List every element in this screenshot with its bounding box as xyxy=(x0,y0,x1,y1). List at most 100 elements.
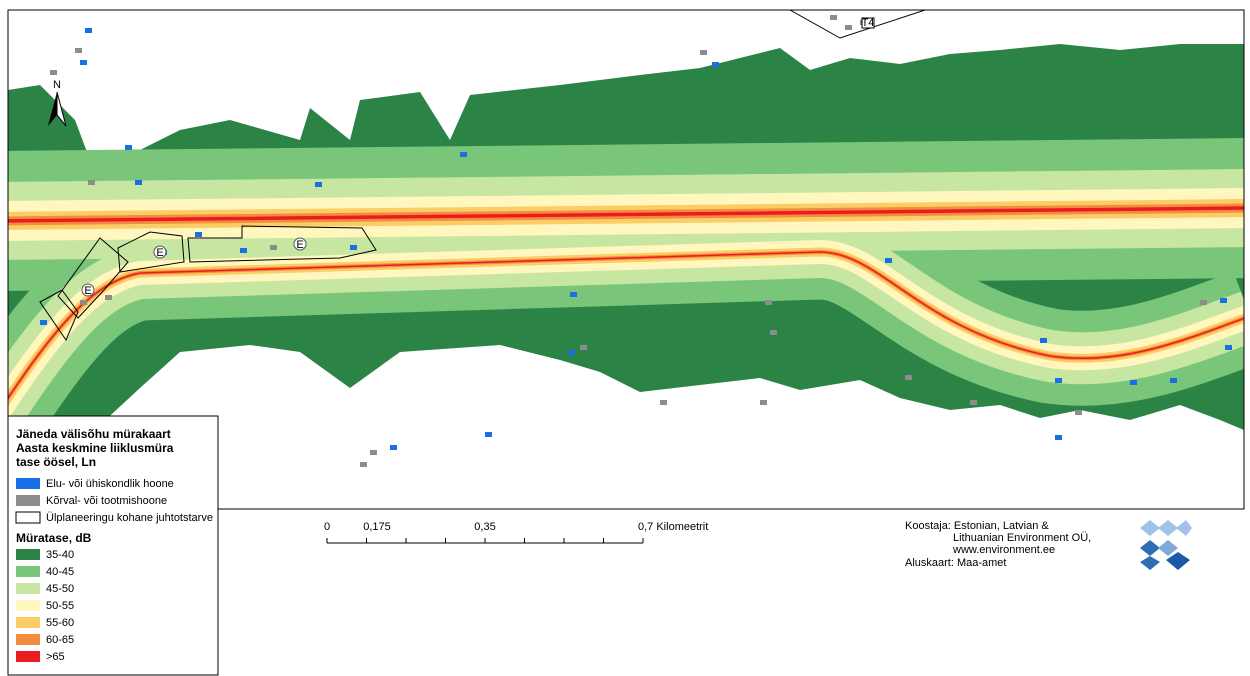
building xyxy=(80,300,87,305)
north-label: N xyxy=(53,79,61,91)
building xyxy=(80,60,87,65)
building xyxy=(660,400,667,405)
building xyxy=(905,375,912,380)
building xyxy=(568,350,575,355)
legend-swatch xyxy=(16,634,40,645)
planning-zone xyxy=(117,231,185,273)
legend-label: 55-60 xyxy=(46,617,74,629)
legend-swatch xyxy=(16,583,40,594)
credit: Koostaja: Estonian, Latvian & xyxy=(905,520,1049,532)
logo xyxy=(1140,556,1160,570)
map-frame xyxy=(7,9,1245,510)
building xyxy=(460,152,467,157)
building xyxy=(50,70,57,75)
building xyxy=(485,432,492,437)
building xyxy=(580,345,587,350)
logo xyxy=(1140,520,1160,536)
road-label: T4 xyxy=(862,17,875,29)
building xyxy=(105,295,112,300)
building xyxy=(1055,435,1062,440)
legend-title: Jäneda välisõhu mürakaart xyxy=(16,427,171,441)
credit: Lithuanian Environment OÜ, xyxy=(953,532,1091,544)
legend-label: 45-50 xyxy=(46,583,74,595)
building xyxy=(360,462,367,467)
building xyxy=(830,15,837,20)
scale-label: 0 xyxy=(324,521,330,533)
building xyxy=(1200,300,1207,305)
zone-label: E xyxy=(296,239,303,251)
building xyxy=(1040,338,1047,343)
planning-zone xyxy=(187,225,377,263)
legend-label: Ülplaneeringu kohane juhtotstarve xyxy=(46,512,213,524)
legend-swatch xyxy=(16,495,40,506)
legend-subtitle: Müratase, dB xyxy=(16,531,92,545)
legend-label: >65 xyxy=(46,651,65,663)
building xyxy=(1225,345,1232,350)
legend-label: 60-65 xyxy=(46,634,74,646)
logo xyxy=(1166,552,1190,570)
planning-zone xyxy=(39,289,79,342)
zone-marker xyxy=(81,283,95,297)
building xyxy=(1170,378,1177,383)
building xyxy=(1130,380,1137,385)
legend-title: Aasta keskmine liiklusmüra xyxy=(16,441,174,455)
building xyxy=(350,245,357,250)
planning-zone xyxy=(789,10,926,39)
zone-label: E xyxy=(84,285,91,297)
legend-label: 40-45 xyxy=(46,566,74,578)
scale-label: 0,7 Kilomeetrit xyxy=(638,521,708,533)
legend-box xyxy=(7,415,219,676)
building xyxy=(765,300,772,305)
planning-zone xyxy=(57,237,129,319)
scale-label: 0,175 xyxy=(363,521,391,533)
building xyxy=(770,330,777,335)
building xyxy=(40,320,47,325)
north-arrow xyxy=(56,91,67,127)
building xyxy=(85,28,92,33)
legend-label: 35-40 xyxy=(46,549,74,561)
building xyxy=(712,62,719,67)
logo xyxy=(1158,540,1178,556)
building xyxy=(195,232,202,237)
map: E E E T4 xyxy=(8,10,1244,509)
zone-marker xyxy=(153,245,167,259)
building xyxy=(135,180,142,185)
road-shield xyxy=(861,17,875,29)
building xyxy=(970,400,977,405)
building xyxy=(88,180,95,185)
legend-label: Kõrval- või tootmishoone xyxy=(46,495,167,507)
building xyxy=(240,248,247,253)
credit: Aluskaart: Maa-amet xyxy=(905,557,1006,569)
legend-title: tase öösel, Ln xyxy=(16,455,96,469)
logo xyxy=(1158,520,1178,536)
building xyxy=(700,50,707,55)
building xyxy=(570,292,577,297)
noise-band xyxy=(8,206,1244,223)
building xyxy=(1075,410,1082,415)
legend-swatch xyxy=(16,549,40,560)
building xyxy=(75,48,82,53)
legend-label: 50-55 xyxy=(46,600,74,612)
building xyxy=(315,182,322,187)
building xyxy=(270,245,277,250)
building xyxy=(370,450,377,455)
legend-swatch xyxy=(16,617,40,628)
building xyxy=(390,445,397,450)
legend-swatch xyxy=(16,566,40,577)
legend-swatch xyxy=(16,651,40,662)
building xyxy=(885,258,892,263)
building xyxy=(1055,378,1062,383)
scale-label: 0,35 xyxy=(474,521,495,533)
legend-swatch xyxy=(16,600,40,611)
noise-band xyxy=(8,251,1244,400)
building xyxy=(125,145,132,150)
north-arrow xyxy=(48,92,57,126)
legend-label: Elu- või ühiskondlik hoone xyxy=(46,478,174,490)
building xyxy=(1220,298,1227,303)
zone-marker xyxy=(293,237,307,251)
logo xyxy=(1176,520,1192,536)
zone-label: E xyxy=(156,247,163,259)
logo xyxy=(1140,540,1160,556)
